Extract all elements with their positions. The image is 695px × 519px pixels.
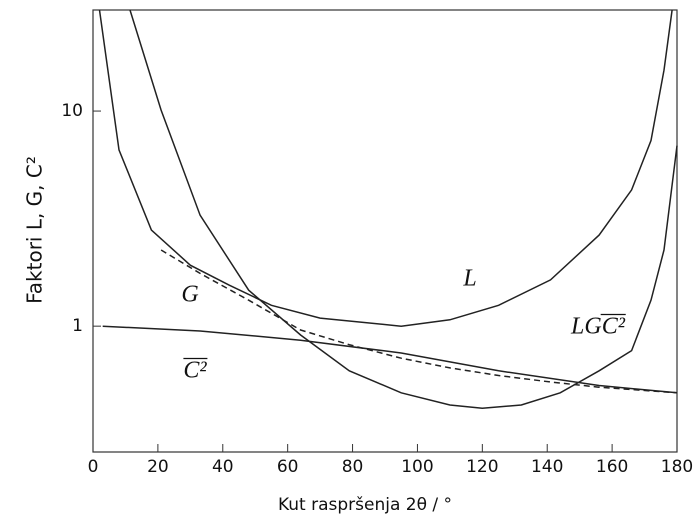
x-tick-label: 120 [466, 457, 498, 477]
curve [160, 249, 678, 394]
x-tick-label: 100 [401, 457, 433, 477]
x-tick-label: 40 [212, 457, 234, 477]
curve [102, 325, 678, 394]
y-axis-label: Faktori L, G, C² [23, 156, 47, 304]
x-tick-label: 80 [342, 457, 364, 477]
series-label: LGC² [570, 314, 626, 340]
x-tick-label: 60 [277, 457, 299, 477]
curve [98, 9, 673, 327]
x-tick-label: 0 [88, 457, 99, 477]
y-tick-label: 1 [72, 316, 83, 336]
x-axis-label: Kut raspršenja 2θ / ° [278, 495, 452, 515]
x-tick-label: 140 [531, 457, 563, 477]
y-tick-label: 10 [61, 101, 83, 121]
series-label: G [181, 282, 198, 308]
x-tick-label: 160 [596, 457, 628, 477]
x-tick-label: 180 [661, 457, 693, 477]
curve [129, 9, 678, 410]
plot-frame [92, 9, 678, 453]
x-tick-label: 20 [147, 457, 169, 477]
series-label: L [462, 266, 476, 292]
series-label: C² [183, 358, 207, 384]
